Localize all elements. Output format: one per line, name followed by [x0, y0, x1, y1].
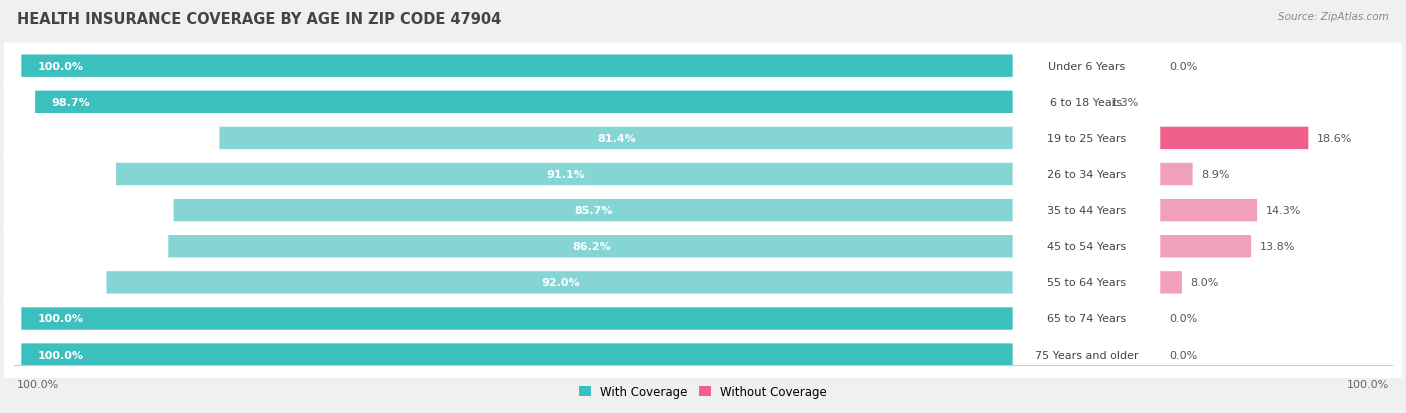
FancyBboxPatch shape — [1012, 119, 1160, 158]
Text: Under 6 Years: Under 6 Years — [1047, 62, 1125, 71]
FancyBboxPatch shape — [4, 115, 1402, 162]
Text: Source: ZipAtlas.com: Source: ZipAtlas.com — [1278, 12, 1389, 22]
Text: 92.0%: 92.0% — [541, 278, 579, 288]
FancyBboxPatch shape — [21, 308, 1087, 330]
Text: 19 to 25 Years: 19 to 25 Years — [1047, 133, 1126, 144]
Text: 6 to 18 Years: 6 to 18 Years — [1050, 97, 1122, 107]
FancyBboxPatch shape — [169, 235, 1087, 258]
Text: 85.7%: 85.7% — [575, 206, 613, 216]
Text: 13.8%: 13.8% — [1260, 242, 1295, 252]
Text: 8.9%: 8.9% — [1201, 170, 1230, 180]
Text: 55 to 64 Years: 55 to 64 Years — [1047, 278, 1126, 288]
FancyBboxPatch shape — [4, 43, 1402, 90]
FancyBboxPatch shape — [4, 331, 1402, 378]
FancyBboxPatch shape — [1087, 127, 1309, 150]
Text: 100.0%: 100.0% — [38, 350, 83, 360]
FancyBboxPatch shape — [21, 55, 1087, 78]
FancyBboxPatch shape — [1012, 156, 1160, 194]
Text: 8.0%: 8.0% — [1191, 278, 1219, 288]
FancyBboxPatch shape — [1012, 263, 1160, 302]
Text: 45 to 54 Years: 45 to 54 Years — [1047, 242, 1126, 252]
FancyBboxPatch shape — [4, 79, 1402, 126]
Text: 35 to 44 Years: 35 to 44 Years — [1047, 206, 1126, 216]
FancyBboxPatch shape — [1087, 91, 1102, 114]
FancyBboxPatch shape — [173, 199, 1087, 222]
Text: 100.0%: 100.0% — [38, 62, 83, 71]
FancyBboxPatch shape — [1087, 199, 1257, 222]
Text: 65 to 74 Years: 65 to 74 Years — [1047, 314, 1126, 324]
FancyBboxPatch shape — [21, 344, 1087, 366]
Text: 18.6%: 18.6% — [1317, 133, 1353, 144]
FancyBboxPatch shape — [4, 259, 1402, 306]
Text: 91.1%: 91.1% — [546, 170, 585, 180]
FancyBboxPatch shape — [35, 91, 1087, 114]
Text: 100.0%: 100.0% — [38, 314, 83, 324]
Text: 100.0%: 100.0% — [17, 379, 59, 389]
Legend: With Coverage, Without Coverage: With Coverage, Without Coverage — [574, 381, 832, 403]
FancyBboxPatch shape — [117, 164, 1087, 186]
Text: HEALTH INSURANCE COVERAGE BY AGE IN ZIP CODE 47904: HEALTH INSURANCE COVERAGE BY AGE IN ZIP … — [17, 12, 501, 27]
FancyBboxPatch shape — [107, 271, 1087, 294]
Text: 0.0%: 0.0% — [1168, 314, 1198, 324]
FancyBboxPatch shape — [4, 295, 1402, 342]
Text: 81.4%: 81.4% — [598, 133, 637, 144]
Text: 1.3%: 1.3% — [1111, 97, 1139, 107]
FancyBboxPatch shape — [1012, 228, 1160, 266]
Text: 26 to 34 Years: 26 to 34 Years — [1047, 170, 1126, 180]
Text: 0.0%: 0.0% — [1168, 350, 1198, 360]
FancyBboxPatch shape — [219, 127, 1087, 150]
FancyBboxPatch shape — [1087, 271, 1182, 294]
FancyBboxPatch shape — [1012, 83, 1160, 122]
Text: 0.0%: 0.0% — [1168, 62, 1198, 71]
FancyBboxPatch shape — [4, 151, 1402, 198]
FancyBboxPatch shape — [4, 223, 1402, 270]
FancyBboxPatch shape — [1012, 192, 1160, 230]
Text: 86.2%: 86.2% — [572, 242, 610, 252]
Text: 14.3%: 14.3% — [1265, 206, 1301, 216]
Text: 75 Years and older: 75 Years and older — [1035, 350, 1139, 360]
FancyBboxPatch shape — [1012, 47, 1160, 85]
FancyBboxPatch shape — [1087, 164, 1192, 186]
Text: 98.7%: 98.7% — [51, 97, 90, 107]
Text: 100.0%: 100.0% — [1347, 379, 1389, 389]
FancyBboxPatch shape — [4, 187, 1402, 234]
FancyBboxPatch shape — [1012, 336, 1160, 374]
FancyBboxPatch shape — [1087, 235, 1251, 258]
FancyBboxPatch shape — [1012, 299, 1160, 338]
